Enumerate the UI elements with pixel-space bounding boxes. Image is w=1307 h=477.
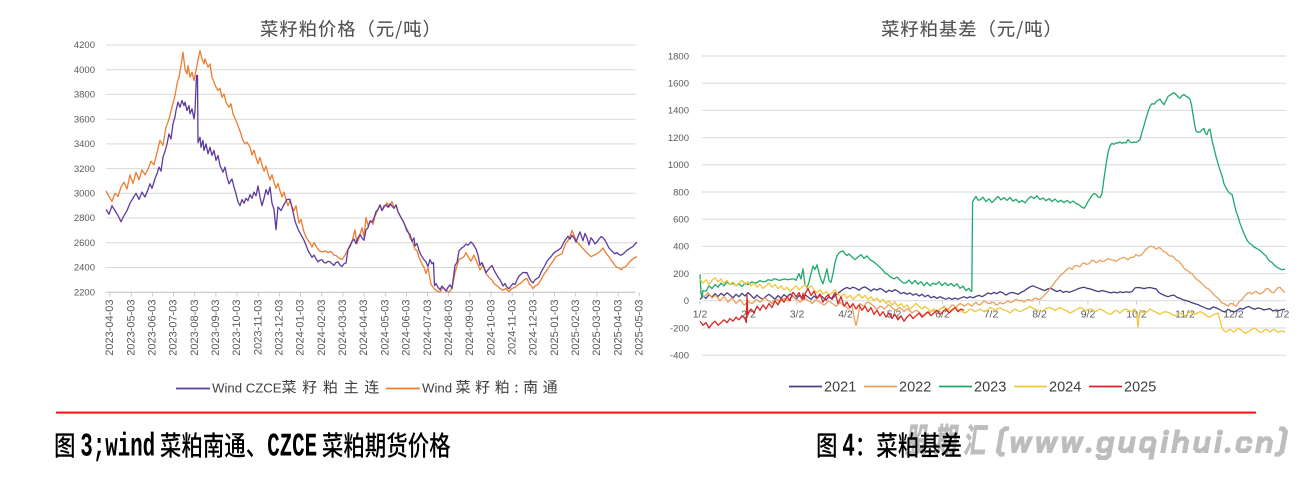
svg-text:1/2: 1/2 bbox=[693, 309, 708, 321]
svg-text:Wind CZCE: Wind CZCE bbox=[212, 381, 282, 396]
svg-text:2025-04-03: 2025-04-03 bbox=[612, 300, 624, 356]
svg-text:3/2: 3/2 bbox=[790, 309, 805, 321]
svg-text:2022: 2022 bbox=[899, 380, 931, 396]
svg-text:2600: 2600 bbox=[74, 238, 95, 249]
svg-text:2024-02-03: 2024-02-03 bbox=[316, 300, 328, 356]
svg-text:2023-08-03: 2023-08-03 bbox=[189, 300, 201, 356]
svg-text:2024-07-03: 2024-07-03 bbox=[422, 300, 434, 356]
svg-text:-200: -200 bbox=[670, 323, 689, 334]
svg-text:2400: 2400 bbox=[74, 263, 95, 274]
svg-text:3000: 3000 bbox=[74, 189, 95, 200]
svg-text:2800: 2800 bbox=[74, 213, 95, 224]
svg-text:4/2: 4/2 bbox=[838, 309, 853, 321]
svg-text:3600: 3600 bbox=[74, 114, 95, 125]
svg-text:2024-04-03: 2024-04-03 bbox=[358, 300, 370, 356]
svg-text:2200: 2200 bbox=[74, 287, 95, 298]
svg-text:0: 0 bbox=[684, 296, 689, 307]
svg-text:2024-10-03: 2024-10-03 bbox=[485, 300, 497, 356]
svg-text:2025: 2025 bbox=[1124, 380, 1156, 396]
svg-text:200: 200 bbox=[673, 269, 689, 280]
svg-text:600: 600 bbox=[673, 215, 689, 226]
svg-text:8/2: 8/2 bbox=[1032, 309, 1047, 321]
svg-text:12/2: 12/2 bbox=[1223, 309, 1244, 321]
svg-text:2023-10-03: 2023-10-03 bbox=[231, 300, 243, 356]
svg-text:2023-11-03: 2023-11-03 bbox=[252, 300, 264, 355]
svg-text:2025-02-03: 2025-02-03 bbox=[570, 300, 582, 356]
svg-text:2024-03-03: 2024-03-03 bbox=[337, 300, 349, 356]
svg-text:1200: 1200 bbox=[668, 133, 689, 144]
svg-text:2024-06-03: 2024-06-03 bbox=[401, 300, 413, 356]
svg-text:2025-01-03: 2025-01-03 bbox=[549, 300, 561, 356]
svg-text:4200: 4200 bbox=[74, 40, 95, 51]
svg-text:3400: 3400 bbox=[74, 139, 95, 150]
svg-text:Wind: Wind bbox=[422, 381, 452, 396]
svg-text:-400: -400 bbox=[670, 351, 689, 362]
svg-text:2024-11-03: 2024-11-03 bbox=[506, 300, 518, 355]
svg-text:3200: 3200 bbox=[74, 164, 95, 175]
svg-text:2023-06-03: 2023-06-03 bbox=[147, 300, 159, 356]
svg-text:2025-05-03: 2025-05-03 bbox=[634, 300, 646, 356]
svg-text:2021: 2021 bbox=[824, 380, 856, 396]
svg-text:2024-01-03: 2024-01-03 bbox=[295, 300, 307, 356]
svg-text:1/2: 1/2 bbox=[1275, 309, 1290, 321]
svg-text:2/2: 2/2 bbox=[741, 309, 756, 321]
svg-text:2023-04-03: 2023-04-03 bbox=[104, 300, 116, 356]
svg-text:4000: 4000 bbox=[74, 65, 95, 76]
svg-text:400: 400 bbox=[673, 242, 689, 253]
svg-text:2023-07-03: 2023-07-03 bbox=[168, 300, 180, 356]
svg-text:1600: 1600 bbox=[668, 79, 689, 90]
svg-text:1000: 1000 bbox=[668, 160, 689, 171]
svg-text:2023-12-03: 2023-12-03 bbox=[274, 300, 286, 356]
svg-text:9/2: 9/2 bbox=[1081, 309, 1096, 321]
svg-text:2023-09-03: 2023-09-03 bbox=[210, 300, 222, 356]
svg-text:3800: 3800 bbox=[74, 90, 95, 101]
svg-text:5/2: 5/2 bbox=[887, 309, 902, 321]
svg-text:2023: 2023 bbox=[974, 380, 1006, 396]
svg-text:1800: 1800 bbox=[668, 51, 689, 62]
svg-text:2025-03-03: 2025-03-03 bbox=[591, 300, 603, 356]
svg-text:2024-12-03: 2024-12-03 bbox=[528, 300, 540, 356]
svg-text:2024-08-03: 2024-08-03 bbox=[443, 300, 455, 356]
svg-text:2024-09-03: 2024-09-03 bbox=[464, 300, 476, 356]
svg-text:2024: 2024 bbox=[1049, 380, 1081, 396]
svg-text:800: 800 bbox=[673, 187, 689, 198]
svg-text:1400: 1400 bbox=[668, 106, 689, 117]
svg-text:7/2: 7/2 bbox=[984, 309, 999, 321]
svg-text:2023-05-03: 2023-05-03 bbox=[125, 300, 137, 356]
svg-text:2024-05-03: 2024-05-03 bbox=[379, 300, 391, 356]
